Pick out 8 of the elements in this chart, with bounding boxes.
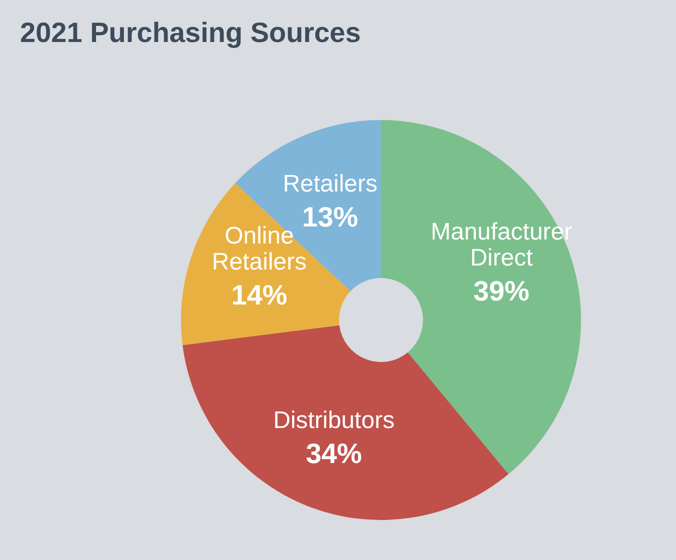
data-label: 13%: [302, 202, 358, 233]
slice-label: Distributors: [273, 407, 395, 434]
data-label: 39%: [473, 276, 530, 307]
donut-slice: [182, 325, 508, 520]
chart-title: 2021 Purchasing Sources: [20, 17, 361, 48]
slice-label: Retailers: [282, 170, 378, 198]
data-label: 34%: [306, 438, 362, 470]
data-label: 14%: [231, 279, 288, 310]
